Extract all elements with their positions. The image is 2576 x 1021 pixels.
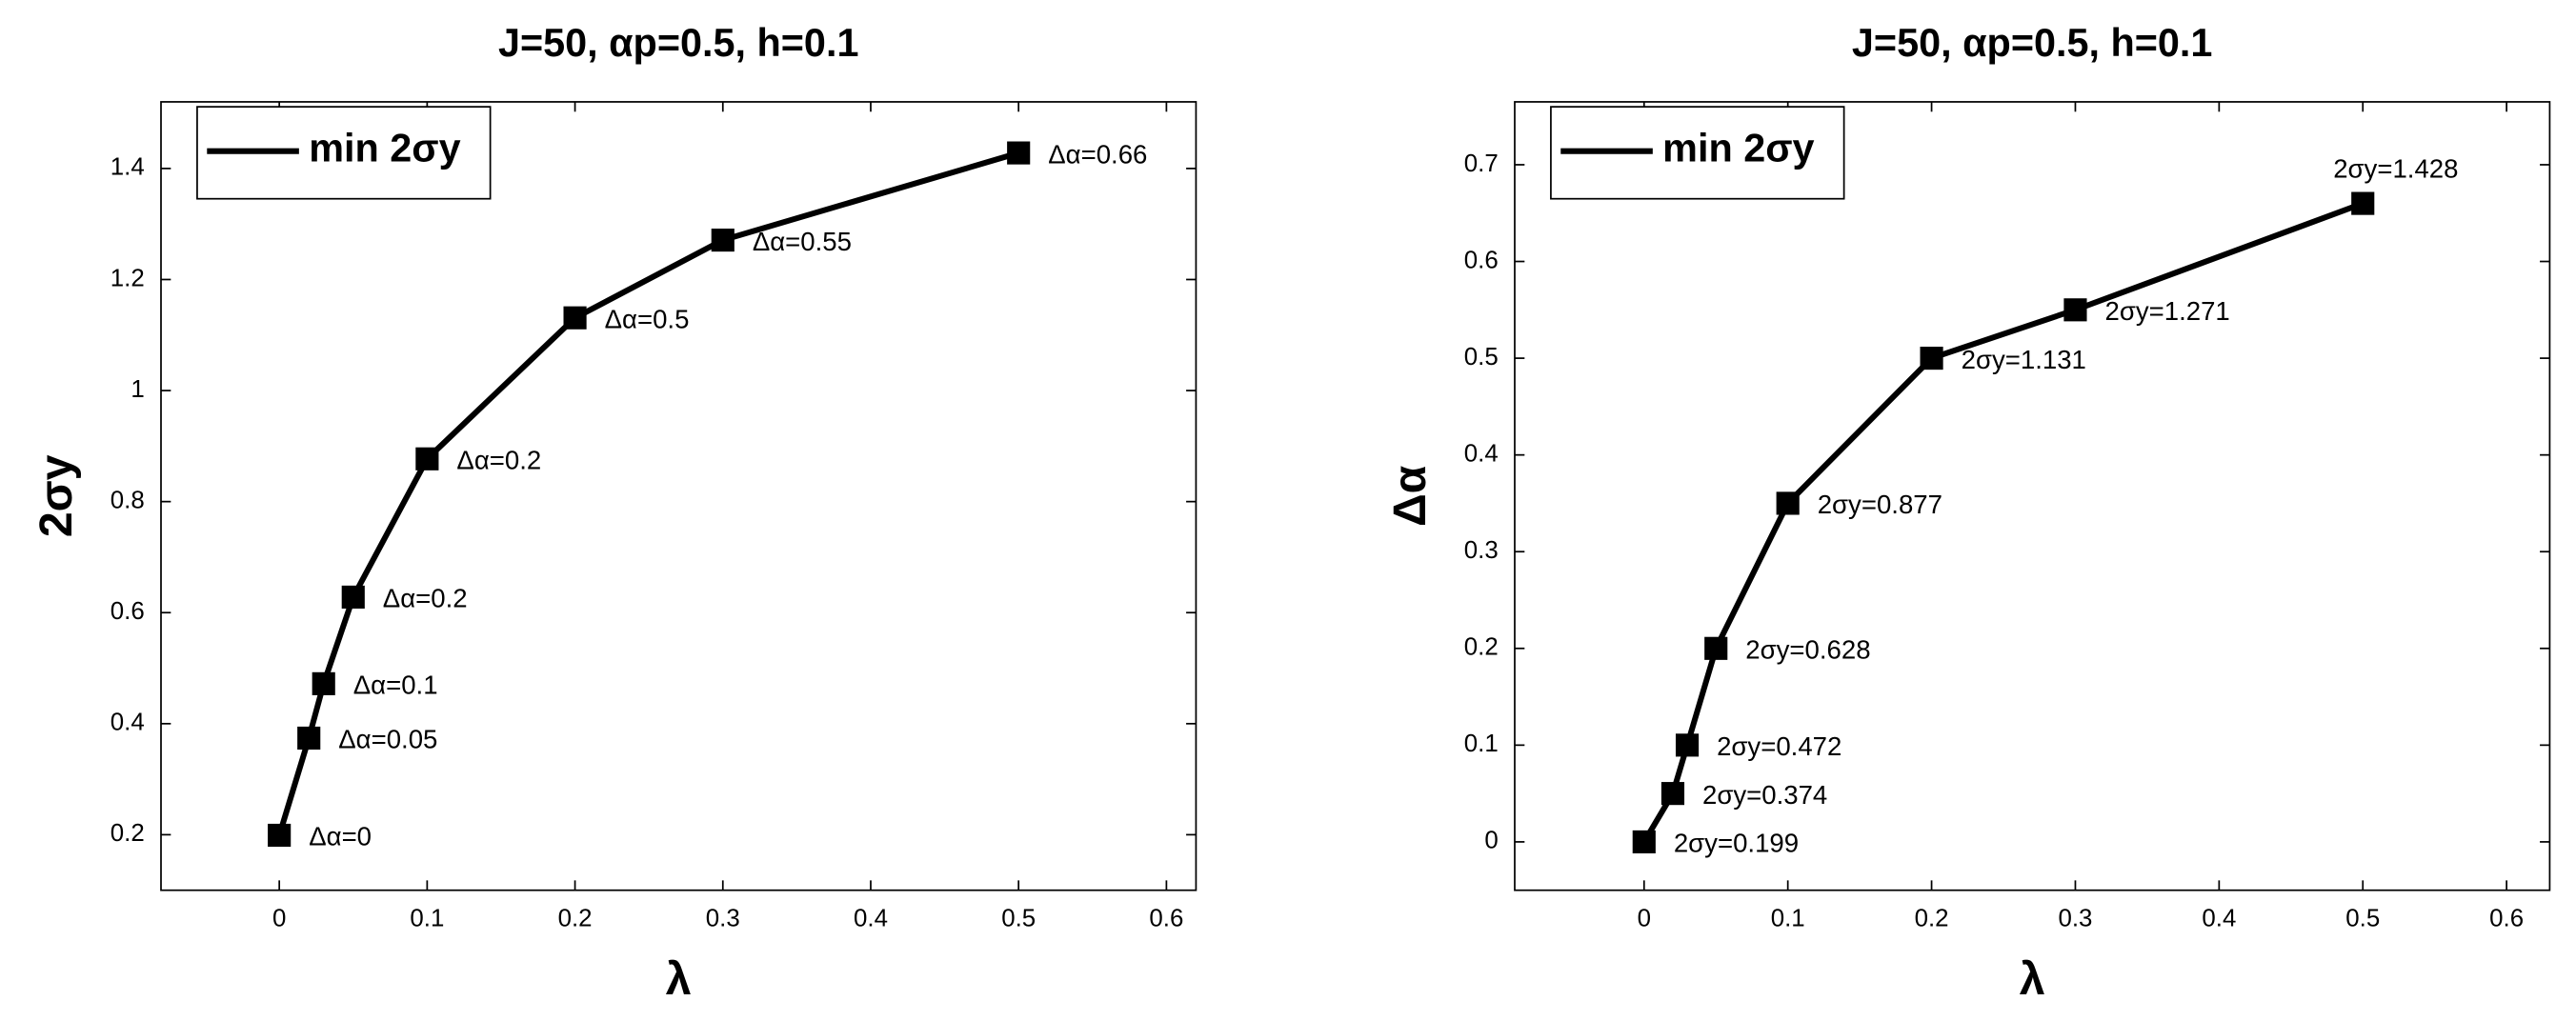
x-tick-label: 0.1 — [1771, 906, 1805, 932]
chart-title: J=50, αp=0.5, h=0.1 — [1852, 21, 2213, 65]
data-label: Δα=0.05 — [338, 725, 437, 754]
x-tick-label: 0.3 — [2058, 906, 2092, 932]
chart-title: J=50, αp=0.5, h=0.1 — [498, 21, 859, 65]
x-tick-label: 0.3 — [706, 906, 740, 932]
data-label: 2σy=0.628 — [1745, 635, 1870, 665]
y-tick-label: 0.6 — [1464, 247, 1499, 273]
data-label: 2σy=1.271 — [2105, 296, 2230, 326]
data-point — [268, 823, 292, 848]
x-tick-label: 0.4 — [2202, 906, 2236, 932]
data-label: Δα=0.66 — [1048, 139, 1147, 169]
data-label: 2σy=0.374 — [1702, 780, 1827, 810]
y-tick-label: 0.7 — [1464, 150, 1499, 177]
data-point — [1920, 347, 1943, 370]
data-point — [2351, 191, 2375, 215]
data-label: 2σy=0.472 — [1717, 731, 1841, 761]
legend: min 2σy — [196, 106, 492, 200]
x-tick-label: 0.1 — [410, 906, 444, 932]
data-label: 2σy=1.131 — [1962, 345, 2086, 374]
data-label: 2σy=1.428 — [2333, 153, 2458, 183]
data-point — [711, 229, 735, 252]
data-label: 2σy=0.199 — [1674, 829, 1799, 858]
data-point — [1776, 491, 1800, 515]
plot-area — [1514, 101, 2551, 891]
data-label: Δα=0.1 — [353, 671, 438, 700]
x-tick-label: 0 — [272, 906, 286, 932]
x-axis-label: λ — [666, 953, 692, 1005]
plot-area — [160, 101, 1197, 891]
data-point — [1660, 782, 1685, 806]
data-point — [297, 726, 321, 751]
data-label: Δα=0.5 — [605, 304, 690, 333]
x-tick-label: 0.2 — [1915, 906, 1949, 932]
data-point — [1007, 141, 1031, 165]
y-tick-label: 0 — [1484, 828, 1498, 854]
y-tick-label: 0.3 — [1464, 537, 1499, 564]
x-tick-label: 0.6 — [2489, 906, 2524, 932]
data-label: Δα=0.2 — [383, 584, 468, 613]
data-point — [1704, 636, 1728, 660]
x-axis-label: λ — [2020, 953, 2045, 1005]
data-point — [1675, 733, 1700, 757]
legend-label: min 2σy — [1662, 127, 1814, 170]
y-tick-label: 1 — [131, 376, 144, 403]
y-tick-label: 0.5 — [1464, 344, 1499, 370]
x-tick-label: 0.6 — [1149, 906, 1183, 932]
x-tick-label: 0.5 — [1001, 906, 1036, 932]
data-label: 2σy=0.877 — [1818, 490, 1942, 519]
data-label: Δα=0.2 — [456, 445, 541, 474]
data-point — [563, 306, 587, 330]
y-tick-label: 0.2 — [1464, 634, 1499, 661]
y-tick-label: 0.1 — [1464, 731, 1499, 757]
legend-label: min 2σy — [309, 127, 460, 170]
x-tick-label: 0 — [1638, 906, 1651, 932]
y-tick-label: 1.4 — [111, 154, 145, 181]
data-label: Δα=0.55 — [753, 227, 852, 256]
data-point — [312, 671, 335, 695]
y-tick-label: 0.8 — [111, 487, 145, 513]
y-tick-label: 0.6 — [111, 598, 145, 625]
x-tick-label: 0.2 — [558, 906, 593, 932]
y-axis-label: Δα — [1384, 465, 1436, 527]
data-label: Δα=0 — [309, 822, 372, 851]
data-point — [341, 585, 365, 609]
y-tick-label: 0.4 — [111, 710, 145, 736]
y-axis-label: 2σy — [30, 454, 82, 537]
x-tick-label: 0.5 — [2345, 906, 2380, 932]
y-tick-label: 0.2 — [111, 820, 145, 847]
data-point — [415, 447, 439, 470]
data-point — [1632, 830, 1656, 853]
y-tick-label: 1.2 — [111, 265, 145, 291]
y-tick-label: 0.4 — [1464, 440, 1499, 467]
x-tick-label: 0.4 — [854, 906, 888, 932]
data-point — [2063, 298, 2087, 322]
legend: min 2σy — [1550, 106, 1845, 200]
